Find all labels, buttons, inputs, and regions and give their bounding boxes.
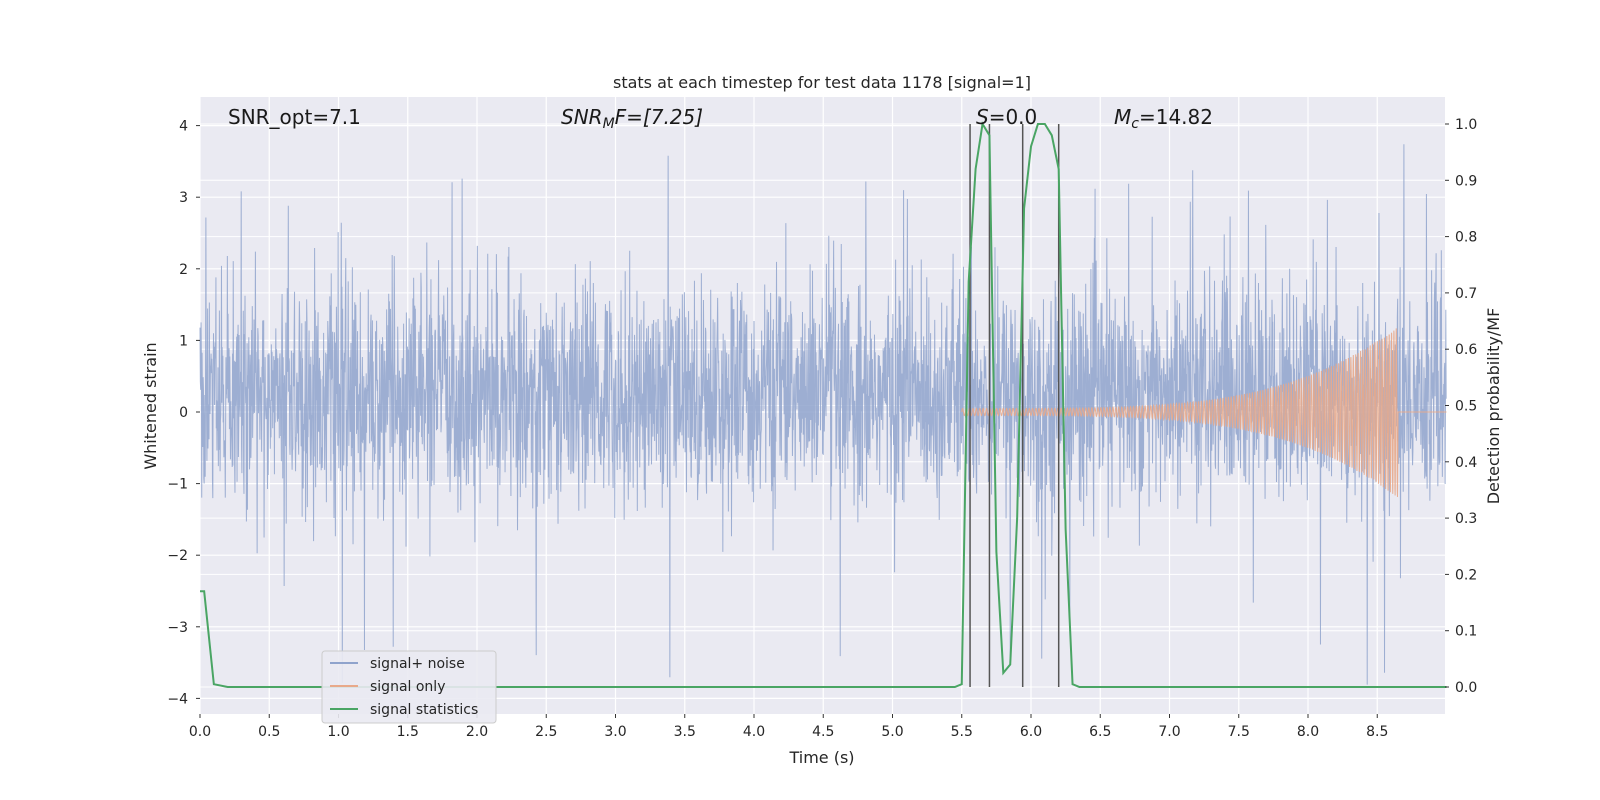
y-right-tick-label: 0.5 bbox=[1455, 399, 1477, 415]
y-left-tick-label: −2 bbox=[167, 548, 188, 564]
annotation-snr-mf: SNRMF=[7.25] bbox=[561, 105, 703, 132]
x-tick-label: 7.0 bbox=[1158, 724, 1180, 740]
x-tick-label: 4.0 bbox=[743, 724, 765, 740]
x-axis-ticks: 0.0 0.5 1.0 1.5 2.0 2.5 3.0 3.5 4.0 4.5 5.0 5.5 6.0 6… bbox=[189, 714, 1388, 740]
x-tick-label: 2.5 bbox=[535, 724, 557, 740]
x-tick-label: 0.5 bbox=[258, 724, 280, 740]
x-tick-label: 8.5 bbox=[1366, 724, 1388, 740]
x-tick-label: 0.0 bbox=[189, 724, 211, 740]
series-signal-only bbox=[961, 328, 1447, 498]
annotation-snr-opt: SNR_opt=7.1 bbox=[228, 105, 361, 129]
y-left-tick-label: −1 bbox=[167, 477, 188, 493]
y-left-tick-label: 3 bbox=[179, 190, 188, 206]
signal-only-line bbox=[961, 328, 1447, 498]
annotation-snr-mf-sub: M bbox=[603, 116, 615, 132]
y-axis-left-label: Whitened strain bbox=[141, 342, 160, 469]
x-tick-label: 1.5 bbox=[397, 724, 419, 740]
y-left-tick-label: 0 bbox=[179, 405, 188, 421]
y-left-tick-label: −4 bbox=[167, 691, 188, 707]
annotation-mc-value: =14.82 bbox=[1139, 105, 1213, 129]
x-tick-label: 6.5 bbox=[1089, 724, 1111, 740]
y-right-tick-label: 0.7 bbox=[1455, 286, 1477, 302]
x-tick-label: 5.0 bbox=[881, 724, 903, 740]
legend-entry-signal-noise: signal+ noise bbox=[370, 656, 465, 672]
y-right-tick-label: 0.8 bbox=[1455, 230, 1477, 246]
legend-entry-signal-statistics: signal statistics bbox=[370, 702, 478, 718]
annotation-s: S=0.0 bbox=[976, 105, 1037, 129]
y-axis-right-ticks: 1.0 0.9 0.8 0.7 0.6 0.5 0.4 0.3 0.2 0.1 0.0 bbox=[1445, 117, 1477, 696]
x-tick-label: 1.0 bbox=[327, 724, 349, 740]
y-right-tick-label: 0.6 bbox=[1455, 342, 1477, 358]
y-left-tick-label: 2 bbox=[179, 262, 188, 278]
signal-noise-line bbox=[199, 144, 1447, 685]
y-left-tick-label: 1 bbox=[179, 333, 188, 349]
legend-entry-signal-only: signal only bbox=[370, 679, 445, 695]
x-tick-label: 8.0 bbox=[1297, 724, 1319, 740]
y-right-tick-label: 0.4 bbox=[1455, 455, 1477, 471]
annotation-snr-mf-label: SNR bbox=[561, 105, 603, 129]
annotation-mc: Mc=14.82 bbox=[1114, 105, 1213, 132]
y-right-tick-label: 0.9 bbox=[1455, 173, 1477, 189]
series-signal-noise bbox=[199, 144, 1447, 685]
y-axis-left-ticks: 4 3 2 1 0 −1 −2 −3 −4 bbox=[167, 119, 200, 707]
x-tick-label: 3.5 bbox=[674, 724, 696, 740]
annotation-mc-sub: c bbox=[1131, 116, 1139, 132]
y-right-tick-label: 0.2 bbox=[1455, 567, 1477, 583]
x-tick-label: 5.5 bbox=[951, 724, 973, 740]
y-right-tick-label: 1.0 bbox=[1455, 117, 1477, 133]
y-right-tick-label: 0.1 bbox=[1455, 624, 1477, 640]
y-left-tick-label: 4 bbox=[179, 119, 188, 135]
x-tick-label: 7.5 bbox=[1228, 724, 1250, 740]
y-axis-right-label: Detection probability/MF bbox=[1484, 308, 1503, 505]
x-tick-label: 3.0 bbox=[604, 724, 626, 740]
annotation-snr-mf-f: F=[7.25] bbox=[615, 105, 703, 129]
x-tick-label: 4.5 bbox=[812, 724, 834, 740]
x-tick-label: 2.0 bbox=[466, 724, 488, 740]
x-tick-label: 6.0 bbox=[1020, 724, 1042, 740]
y-right-tick-label: 0.3 bbox=[1455, 511, 1477, 527]
legend: signal+ noise signal only signal statist… bbox=[321, 650, 497, 724]
annotation-s-label: S bbox=[976, 105, 989, 129]
legend-box bbox=[321, 650, 497, 724]
chart-title: stats at each timestep for test data 117… bbox=[613, 73, 1031, 92]
y-left-tick-label: −3 bbox=[167, 620, 188, 636]
y-right-tick-label: 0.0 bbox=[1455, 680, 1477, 696]
x-axis-label: Time (s) bbox=[788, 748, 854, 767]
annotation-mc-label: M bbox=[1114, 105, 1131, 129]
annotation-s-value: =0.0 bbox=[989, 105, 1038, 129]
